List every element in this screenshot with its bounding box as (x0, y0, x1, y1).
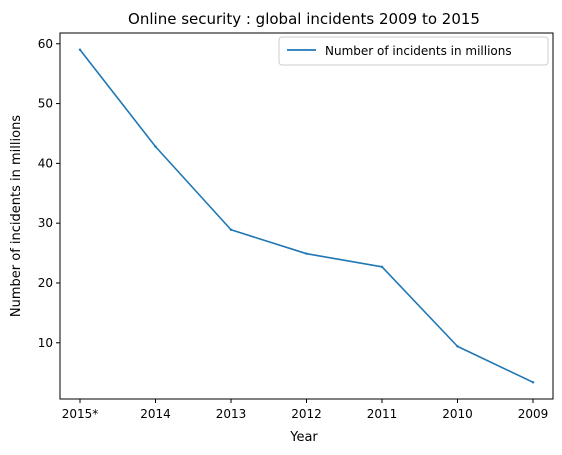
x-tick-label: 2013 (216, 407, 247, 421)
y-tick-label: 50 (38, 97, 53, 111)
y-axis-label: Number of incidents in millions (9, 115, 24, 317)
x-axis-ticks: 2015* 2014 2013 2012 2011 2010 2009 (62, 399, 549, 421)
data-point (154, 145, 157, 148)
data-point (531, 381, 535, 384)
data-point (380, 265, 384, 269)
x-axis-label: Year (289, 430, 318, 445)
x-tick-label: 2010 (442, 407, 473, 421)
chart-title: Online security : global incidents 2009 … (128, 10, 480, 28)
series-layer (78, 48, 535, 384)
y-tick-label: 30 (38, 216, 53, 230)
data-point (456, 345, 459, 348)
x-tick-label: 2015* (62, 407, 99, 421)
x-tick-label: 2011 (367, 407, 398, 421)
plot-area-frame (59, 32, 554, 400)
x-tick-label: 2012 (291, 407, 322, 421)
x-tick-label: 2014 (140, 407, 171, 421)
y-tick-label: 60 (38, 37, 53, 51)
legend: Number of incidents in millions (278, 36, 549, 66)
y-axis-ticks: 10 20 30 40 50 60 (38, 37, 60, 350)
y-tick-label: 40 (38, 156, 53, 170)
x-tick-label: 2009 (518, 407, 549, 421)
legend-label: Number of incidents in millions (325, 44, 512, 58)
data-point (305, 252, 308, 255)
y-tick-label: 10 (38, 336, 53, 350)
data-point (229, 228, 233, 231)
data-point (78, 48, 82, 51)
y-tick-label: 20 (38, 276, 53, 290)
legend-box (278, 36, 549, 66)
